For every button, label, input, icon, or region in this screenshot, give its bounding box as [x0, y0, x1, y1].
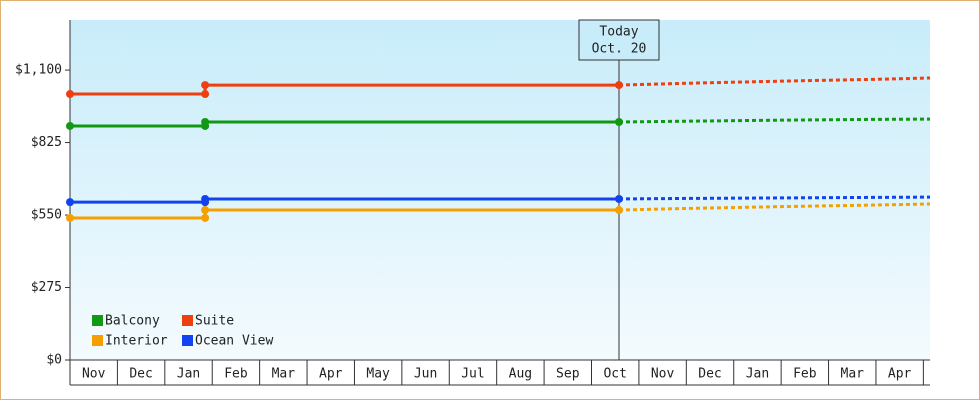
point	[201, 81, 210, 90]
point	[614, 118, 623, 126]
forecast-line	[618, 195, 931, 201]
y-tick-label: $1,100	[15, 63, 62, 78]
x-tick-label: Apr	[888, 367, 912, 382]
point	[201, 206, 210, 215]
x-tick-label: Sep	[556, 367, 580, 382]
x-tick-label: Nov	[651, 367, 675, 382]
x-tick-label: Feb	[793, 367, 817, 382]
legend-swatch	[92, 315, 103, 326]
point	[614, 194, 623, 203]
x-tick-label: Jul	[461, 367, 484, 382]
point	[614, 81, 623, 90]
x-tick-label: Jan	[177, 367, 200, 382]
forecast-line	[618, 202, 931, 212]
x-tick-label: Mar	[272, 367, 296, 382]
point	[66, 213, 74, 222]
legend-label: Ocean View	[195, 334, 273, 349]
today-date: Oct. 20	[592, 42, 647, 57]
point	[66, 121, 74, 130]
x-tick-label: Nov	[82, 367, 106, 382]
point	[201, 213, 210, 222]
plot-area	[70, 20, 930, 360]
y-tick-label: $0	[46, 353, 62, 368]
forecast-line	[618, 117, 931, 124]
legend-label: Suite	[195, 314, 234, 329]
x-tick-label: Aug	[509, 367, 532, 382]
legend-swatch	[182, 335, 193, 346]
y-tick-label: $550	[31, 208, 62, 223]
point	[201, 118, 210, 126]
legend-label: Interior	[105, 334, 168, 349]
point	[201, 90, 210, 99]
today-label: Today	[599, 25, 638, 40]
y-tick-label: $825	[31, 135, 62, 150]
series-line	[70, 83, 619, 96]
point	[66, 198, 74, 207]
x-tick-label: Mar	[841, 367, 865, 382]
x-tick-label: Jun	[414, 367, 437, 382]
x-tick-label: Dec	[129, 367, 152, 382]
legend-swatch	[182, 315, 193, 326]
x-tick-label: Feb	[224, 367, 248, 382]
x-tick-label: Oct	[603, 367, 626, 382]
x-tick-label: Dec	[698, 367, 721, 382]
point	[201, 194, 210, 203]
point	[66, 90, 74, 99]
legend-label: Balcony	[105, 314, 160, 329]
forecast-line	[618, 76, 931, 87]
today-box	[578, 19, 660, 61]
y-tick-label: $275	[31, 280, 62, 295]
x-tick-label: Jan	[746, 367, 769, 382]
x-tick-label: Apr	[319, 367, 343, 382]
legend-swatch	[92, 335, 103, 346]
x-tick-label: May	[366, 367, 390, 382]
point	[614, 206, 623, 215]
